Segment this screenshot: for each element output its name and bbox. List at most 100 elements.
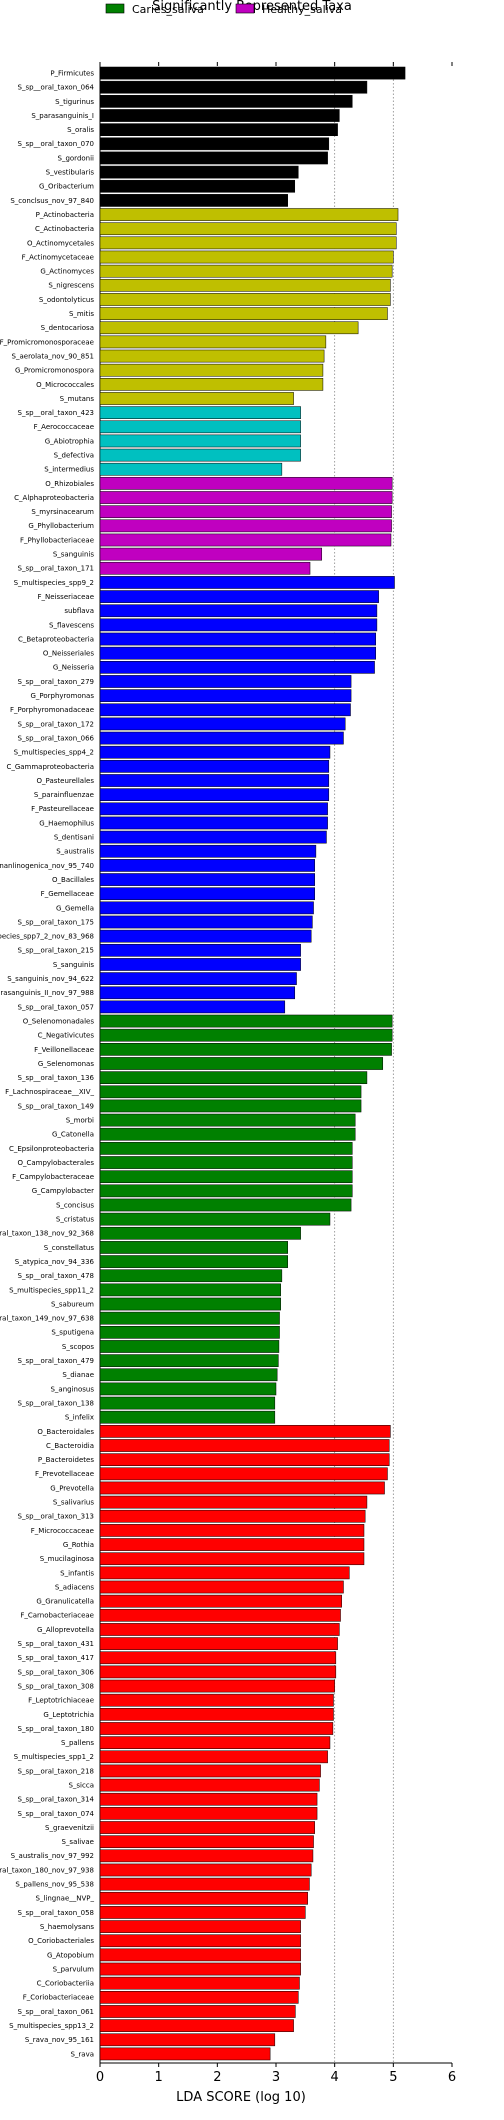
bar [99, 1722, 334, 1735]
bar [99, 958, 301, 971]
category-label: S_constellatus [44, 1244, 95, 1252]
category-label: S_sp__oral_taxon_138_nov_92_368 [0, 1230, 94, 1238]
category-label: O_Neisseriales [43, 650, 94, 658]
category-label: G_Rothia [63, 1541, 94, 1549]
bar [99, 137, 330, 151]
category-label: S_sp__oral_taxon_180 [18, 1725, 94, 1733]
bar [99, 2033, 276, 2047]
bar [99, 1325, 280, 1339]
category-label: O_Actinomycetales [27, 239, 94, 247]
bar [99, 1608, 341, 1622]
category-label: S_australis [56, 848, 94, 856]
bar [99, 1255, 288, 1268]
category-label: S_rava [70, 2050, 94, 2058]
category-label: S_sp__oral_taxon_423 [18, 409, 94, 417]
category-label: S_sp__oral_taxon_314 [18, 1796, 95, 1804]
bar [99, 1849, 314, 1863]
bar [99, 632, 376, 646]
category-label: G_Oribacterium [39, 183, 94, 191]
category-label: S_pallens [61, 1739, 94, 1747]
bar [99, 1835, 314, 1849]
category-label: subflava [64, 607, 94, 615]
x-tick-label: 5 [389, 2070, 397, 2085]
category-label: C_Bacteroidia [46, 1442, 94, 1450]
bar [99, 1708, 334, 1721]
bar [99, 321, 359, 335]
category-label: S_flavescens [49, 621, 94, 629]
bar [99, 1043, 392, 1056]
bar [99, 1580, 344, 1594]
category-label: S_gordonii [58, 154, 95, 162]
category-label: S_nigrescens [48, 282, 94, 290]
bar [99, 151, 328, 165]
bar [99, 363, 324, 377]
bar [99, 929, 312, 943]
category-label: C_Negativicutes [38, 1032, 95, 1040]
legend-swatch [105, 3, 125, 14]
bar [99, 109, 340, 122]
bar [99, 80, 368, 94]
bar [99, 1000, 286, 1014]
category-label: S_conclsus_nov_97_840 [10, 197, 94, 205]
category-label: S_anginosus [50, 1385, 94, 1393]
legend: Caries_incipientCaries_salivaHealthy_inc… [105, 3, 342, 16]
bar [99, 1198, 352, 1212]
bar [99, 1014, 393, 1028]
bar [99, 689, 352, 702]
x-axis-label: LDA SCORE (log 10) [176, 2090, 306, 2105]
bar [99, 2005, 296, 2018]
category-label: S_sp__oral_taxon_064 [18, 84, 95, 92]
bar [99, 1467, 388, 1481]
category-label: S_dianae [62, 1371, 94, 1379]
category-label: S_sp__oral_taxon_175 [18, 918, 94, 926]
bar [99, 1679, 335, 1693]
category-label: S_dentisani [54, 834, 94, 842]
bar [99, 378, 324, 391]
category-label: S_scopos [62, 1343, 94, 1351]
category-label: F_Phyllobacteriaceae [20, 536, 94, 544]
bar [99, 1226, 301, 1240]
category-label: S_parasanguinis_II_nov_97_988 [0, 989, 94, 997]
legend-label: Caries_saliva [132, 3, 204, 16]
category-label: F_Actinomycetaceae [22, 253, 94, 261]
category-label: G_Phyllobacterium [28, 522, 94, 530]
bar [99, 1651, 337, 1665]
category-label: S_sabureum [51, 1300, 94, 1308]
category-label: O_Bacteroidales [37, 1428, 94, 1436]
category-label: F_Pasteurellaceae [31, 805, 94, 813]
category-label: G_Neisseria [53, 664, 94, 672]
category-label: G_Granulicatella [36, 1598, 94, 1606]
bar [99, 774, 330, 787]
bar [99, 2019, 294, 2032]
bar [99, 1396, 276, 1410]
legend-swatch [235, 3, 255, 14]
plot-area: 0 1 2 3 4 5 6 P_Firmicutes S_sp__oral_taxon_064 S… [0, 62, 456, 2085]
category-label: F_Porphyromonadaceae [10, 706, 94, 714]
bar [99, 1976, 300, 1990]
bar [99, 1821, 315, 1834]
category-label: G_Abiotrophia [45, 437, 94, 445]
bar [99, 675, 352, 688]
bar [99, 1990, 299, 2004]
bar [99, 731, 344, 745]
bar [99, 1524, 365, 1537]
category-label: G_Actinomyces [40, 268, 94, 276]
bar [99, 1212, 331, 1226]
bar [99, 1807, 318, 1820]
category-label: S_multispecies_spp1_2 [14, 1753, 94, 1761]
category-label: S_lingnae__NVP_ [36, 1895, 95, 1903]
category-label: S_concisus [56, 1201, 94, 1209]
bar [99, 1509, 366, 1523]
category-label: G_Haemophilus [39, 819, 94, 827]
category-label: S_parainfluenzae [34, 791, 94, 799]
category-label: S_sicca [68, 1781, 94, 1789]
bar [99, 618, 378, 632]
category-label: G_Prevotella [50, 1484, 94, 1492]
category-label: G_Atopobium [47, 1951, 94, 1959]
category-label: S_sp__oral_taxon_149 [18, 1102, 94, 1110]
category-label: F_Gemellaceae [41, 890, 94, 898]
bar [99, 1778, 320, 1792]
category-label: S_sputigena [51, 1329, 94, 1337]
category-label: S_aerolata_nov_90_851 [12, 352, 94, 360]
category-label: O_Micrococcales [36, 381, 94, 389]
